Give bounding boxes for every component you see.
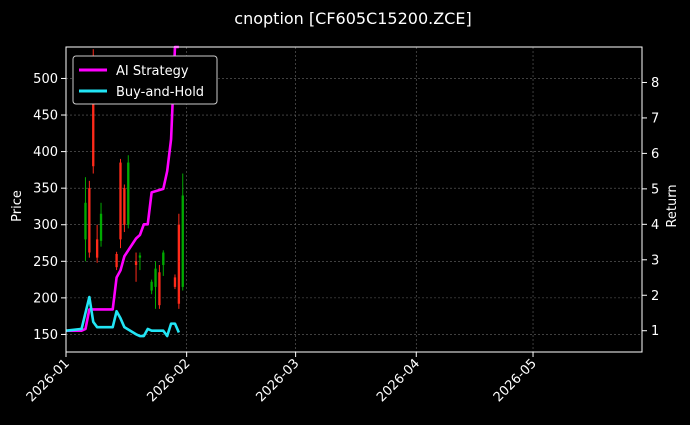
candle-layer — [84, 49, 184, 309]
series-layer — [65, 45, 181, 338]
y-tick-label: 250 — [33, 255, 58, 270]
candle-body — [134, 261, 138, 265]
candle-body — [84, 202, 87, 240]
candle-body — [158, 272, 161, 306]
candle-body — [127, 162, 130, 225]
y-tick-label: 400 — [33, 145, 58, 160]
candle-body — [154, 268, 157, 287]
legend-label-ai-strategy: AI Strategy — [116, 64, 189, 79]
y-tick-label: 300 — [33, 218, 58, 233]
chart-title: cnoption [CF605C15200.ZCE] — [234, 9, 471, 28]
y-tick-label: 450 — [33, 109, 58, 124]
plot-frame — [65, 46, 643, 353]
candle-body — [181, 195, 184, 287]
y2-axis-label: Return — [665, 184, 680, 227]
candle-body — [88, 188, 91, 253]
candle-body — [150, 281, 153, 291]
candle-body — [123, 188, 126, 225]
y2-tick-label: 6 — [651, 147, 659, 162]
y2-tick-label: 3 — [651, 253, 659, 268]
legend: AI Strategy Buy-and-Hold — [72, 55, 218, 105]
candle-body — [173, 277, 177, 287]
y-tick-label: 200 — [33, 291, 58, 306]
candle-body — [177, 224, 181, 304]
candle-body — [99, 213, 103, 241]
y2-tick-label: 5 — [651, 182, 659, 197]
candle-body — [95, 239, 99, 258]
y-tick-label: 350 — [33, 182, 58, 197]
y2-tick-label: 2 — [651, 289, 659, 304]
candle-body — [92, 78, 95, 167]
series-line-buy-and-hold — [65, 295, 181, 338]
legend-box — [72, 55, 218, 105]
y2-tick-label: 1 — [651, 324, 659, 339]
candle-body — [115, 253, 118, 268]
y2-tick-label: 7 — [651, 111, 659, 126]
y2-tick-label: 8 — [651, 76, 659, 91]
candle-body — [162, 252, 165, 265]
y-tick-label: 500 — [33, 72, 58, 87]
candle-body — [119, 162, 122, 240]
candle-body — [138, 255, 142, 258]
y2-tick-label: 4 — [651, 218, 659, 233]
y-tick-label: 150 — [33, 328, 58, 343]
legend-label-buy-and-hold: Buy-and-Hold — [116, 85, 204, 100]
y-axis-label: Price — [10, 190, 25, 222]
